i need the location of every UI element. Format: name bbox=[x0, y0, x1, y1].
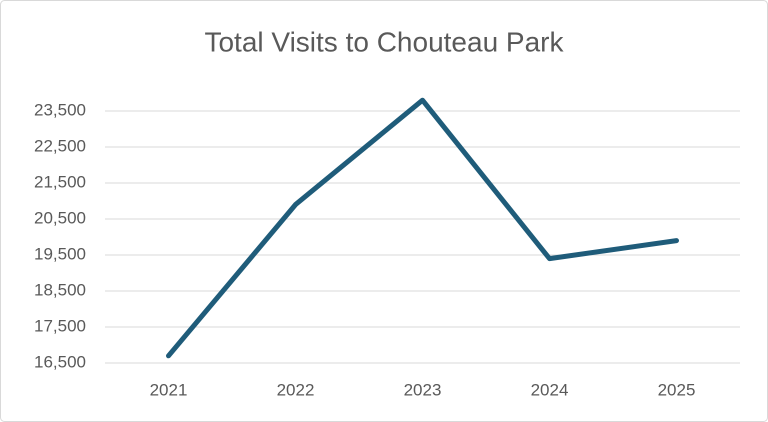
x-tick-label: 2023 bbox=[404, 380, 442, 399]
x-tick-label: 2021 bbox=[150, 380, 188, 399]
chart-title: Total Visits to Chouteau Park bbox=[204, 26, 564, 57]
data-line bbox=[166, 97, 679, 359]
y-tick-label: 20,500 bbox=[34, 208, 86, 227]
x-tick-label: 2025 bbox=[658, 380, 696, 399]
y-tick-label: 17,500 bbox=[34, 316, 86, 335]
y-tick-label: 19,500 bbox=[34, 244, 86, 263]
x-tick-label: 2024 bbox=[531, 380, 569, 399]
y-tick-label: 18,500 bbox=[34, 280, 86, 299]
y-tick-label: 16,500 bbox=[34, 352, 86, 371]
x-tick-label: 2022 bbox=[277, 380, 315, 399]
y-tick-label: 21,500 bbox=[34, 172, 86, 191]
y-tick-label: 23,500 bbox=[34, 100, 86, 119]
y-tick-label: 22,500 bbox=[34, 136, 86, 155]
